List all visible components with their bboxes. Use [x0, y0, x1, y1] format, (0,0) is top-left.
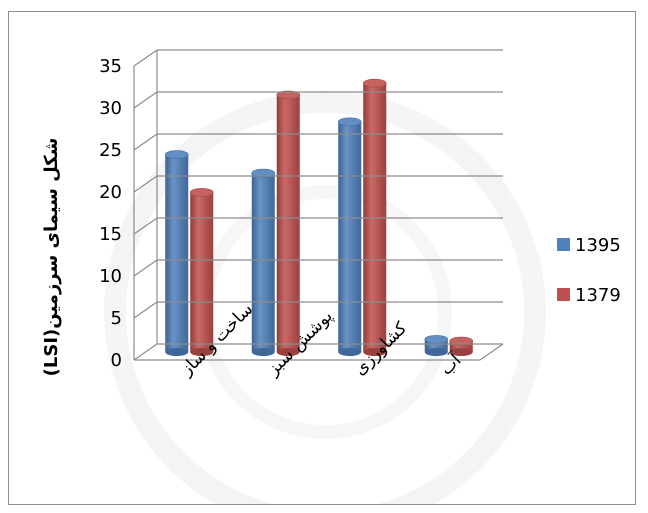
gridline-side: [133, 259, 158, 277]
bar: [164, 150, 189, 356]
gridline-side: [133, 175, 158, 193]
y-tick-label: 15: [99, 224, 122, 245]
legend: 1395 1379: [557, 235, 621, 306]
y-tick-label: 5: [111, 308, 122, 329]
gridline-side: [133, 91, 158, 109]
bar: [251, 168, 276, 356]
gridline-side: [133, 49, 158, 67]
floor-right-edge: [479, 343, 504, 361]
y-tick-label: 10: [99, 266, 122, 287]
y-tick-label: 20: [99, 182, 122, 203]
bar: [337, 117, 362, 356]
legend-swatch-1379: [557, 288, 570, 301]
bar: [189, 188, 214, 356]
gridline-side: [133, 217, 158, 235]
gridline-side: [133, 133, 158, 151]
bar: [276, 90, 301, 356]
y-tick-label: 35: [99, 56, 122, 77]
y-tick-label: 25: [99, 140, 122, 161]
y-tick-label: 0: [111, 350, 122, 371]
bar: [449, 336, 474, 356]
gridline-side: [133, 301, 158, 319]
y-tick-label: 30: [99, 98, 122, 119]
legend-label-1395: 1395: [575, 235, 621, 256]
legend-swatch-1395: [557, 238, 570, 251]
bar: [424, 335, 449, 356]
legend-label-1379: 1379: [575, 285, 621, 306]
chart-area: 0 5 10 15 20 25 30 35 ساخت و ساز پوشش سبز کشاورزی آ…: [8, 11, 636, 505]
y-axis-label: شکل سیمای سرزمین(LSI): [41, 138, 62, 377]
gridline-side: [133, 343, 158, 361]
